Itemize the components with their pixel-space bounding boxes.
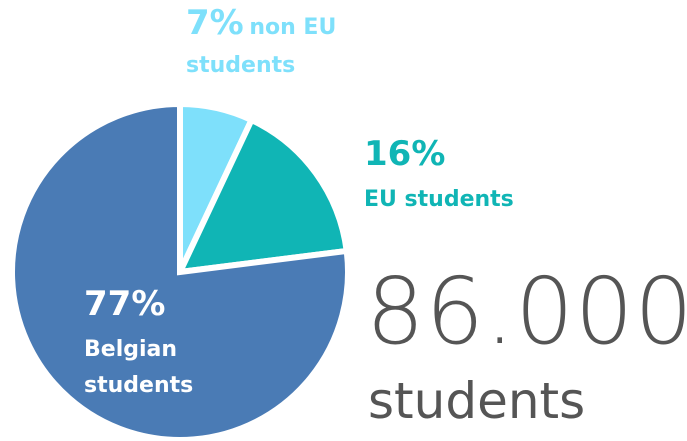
total-number: 86.000 [366, 258, 687, 365]
slice-label: 7% non EU students [186, 4, 356, 86]
slice-label: 77% Belgian students [84, 282, 224, 404]
value-label: 77% [84, 284, 166, 324]
total-label: students [368, 372, 586, 430]
category-label: EU students [364, 187, 514, 212]
category-label: Belgian students [84, 337, 194, 398]
pie-slice [9, 100, 351, 441]
category-label: non EU students [186, 15, 337, 78]
value-label: 7% [186, 3, 244, 43]
value-label: 16% [364, 134, 446, 174]
pie-slice [174, 115, 351, 276]
slice-label: 16% EU students [364, 132, 564, 218]
